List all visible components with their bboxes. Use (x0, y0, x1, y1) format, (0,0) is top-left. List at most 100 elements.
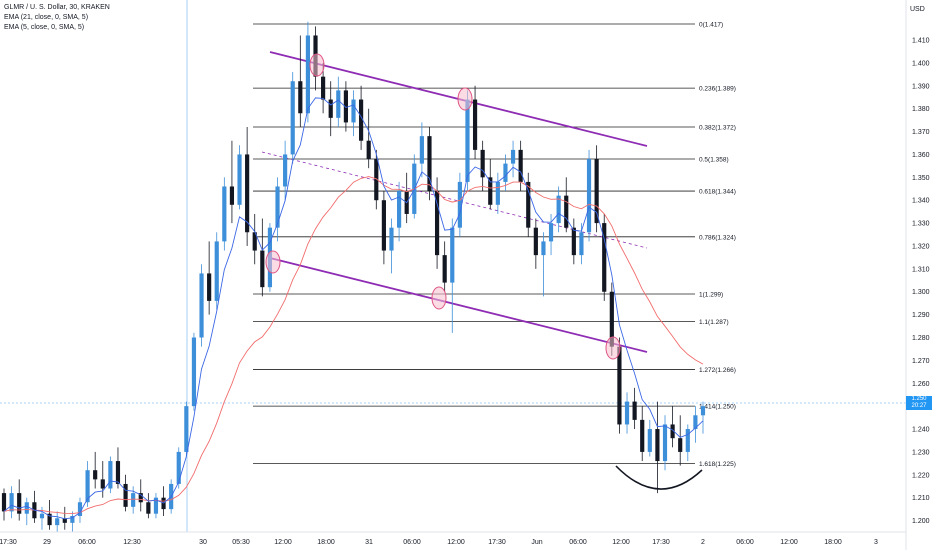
candle-up (222, 186, 227, 242)
ema21-legend[interactable]: EMA (21, close, 0, SMA, 5) (4, 14, 89, 21)
candle-up (495, 181, 500, 205)
fib-level-label: 0.618(1.344) (699, 189, 736, 196)
price-tick-label: 1.370 (912, 129, 930, 136)
candle-up (85, 470, 90, 503)
candle-down (229, 186, 235, 205)
candle-up (9, 493, 14, 512)
time-tick-label: 12:30 (123, 539, 141, 546)
fib-level-label: 1.272(1.266) (699, 367, 736, 374)
candle-up (283, 154, 288, 187)
pivot-markers (265, 53, 621, 360)
candle-up (305, 35, 311, 114)
price-tick-label: 1.330 (912, 221, 930, 228)
candle-up (579, 232, 584, 256)
price-tick-label: 1.300 (912, 289, 930, 296)
candle-up (700, 406, 706, 416)
currency-label: USD (910, 6, 925, 13)
candle-down (632, 401, 637, 420)
candle-down (381, 200, 386, 251)
price-tick-label: 1.340 (912, 198, 930, 205)
candle-down (115, 461, 121, 484)
price-axis[interactable]: 1.200 1.210 1.220 1.230 1.240 1.250 1.260 1.270… (912, 38, 930, 526)
candle-up (199, 273, 204, 338)
symbol-title[interactable]: GLMR / U. S. Dollar, 30, KRAKEN (4, 4, 110, 11)
fib-level-label: 0(1.417) (699, 22, 723, 29)
time-tick-label: 29 (43, 539, 51, 546)
last-price: 1.250 (911, 396, 927, 402)
candle-down (374, 159, 379, 201)
candle-down (343, 90, 348, 123)
candle-down (47, 513, 52, 526)
fib-level-label: 0.236(1.389) (699, 86, 736, 93)
candle-down (245, 154, 250, 233)
ema21-line (3, 176, 704, 515)
candle-down (480, 149, 485, 178)
candle-up (396, 191, 402, 228)
pivot-marker (309, 53, 325, 77)
fib-level-label: 1.618(1.225) (699, 461, 736, 468)
candle-down (518, 149, 523, 182)
time-tick-label: 3 (874, 539, 878, 546)
candle-up (457, 181, 462, 228)
candle-up (624, 401, 630, 425)
price-tick-label: 1.230 (912, 449, 930, 456)
candle-down (100, 479, 105, 489)
candle-up (419, 136, 424, 164)
candle-down (472, 99, 478, 150)
time-tick-label: 18:00 (317, 539, 335, 546)
ema5-legend[interactable]: EMA (5, close, 0, SMA, 5) (4, 24, 85, 31)
candle-down (252, 232, 257, 251)
candle-up (647, 429, 652, 452)
price-tick-label: 1.270 (912, 358, 930, 365)
last-price-tag: 1.250 20:27 (906, 396, 932, 410)
candle-down (533, 227, 538, 256)
candle-down (123, 483, 128, 507)
candle-up (510, 149, 516, 164)
price-tick-label: 1.240 (912, 427, 930, 434)
price-tick-label: 1.380 (912, 106, 930, 113)
pivot-marker (605, 336, 621, 360)
price-tick-label: 1.320 (912, 243, 930, 250)
time-tick-label: 30 (199, 539, 207, 546)
price-tick-label: 1.210 (912, 495, 930, 502)
candle-up (214, 241, 219, 301)
candlestick-series (1, 21, 706, 532)
candle-up (336, 90, 341, 118)
ema5-line (3, 97, 704, 520)
time-tick-label: 12:00 (780, 539, 798, 546)
candle-down (146, 502, 151, 514)
price-tick-label: 1.410 (912, 38, 930, 45)
candle-up (662, 424, 668, 462)
price-tick-label: 1.400 (912, 60, 930, 67)
candle-up (275, 186, 280, 228)
candle-down (670, 424, 675, 439)
price-tick-label: 1.390 (912, 83, 930, 90)
channel-midline (261, 151, 648, 249)
candle-down (442, 255, 447, 283)
time-tick-label: 06:00 (78, 539, 96, 546)
candle-up (503, 163, 508, 182)
candle-up (556, 195, 561, 224)
candle-down (427, 136, 432, 192)
time-axis[interactable]: 17:30 29 06:00 12:30 30 05:30 12:00 18:00 31 06:0… (0, 539, 878, 546)
candle-down (62, 518, 67, 523)
rounding-bottom-arc (615, 465, 703, 490)
fibonacci-extension[interactable]: 0(1.417) 0.236(1.389) 0.382(1.372) 0.5(1.35… (253, 22, 736, 468)
candle-down (617, 346, 622, 425)
fib-level-label: 0.786(1.324) (699, 234, 736, 241)
candle-up (465, 99, 470, 182)
time-tick-label: 12:00 (274, 539, 292, 546)
candle-down (594, 159, 599, 224)
candle-down (93, 470, 98, 480)
candle-up (586, 159, 592, 233)
time-tick-label: 17:30 (0, 539, 17, 546)
candle-down (655, 429, 660, 462)
price-tick-label: 1.200 (912, 518, 930, 525)
price-tick-label: 1.310 (912, 266, 930, 273)
price-tick-label: 1.260 (912, 381, 930, 388)
channel-lower-line (269, 257, 648, 353)
candle-up (24, 502, 29, 514)
pivot-marker (265, 250, 281, 274)
candle-up (77, 502, 83, 516)
